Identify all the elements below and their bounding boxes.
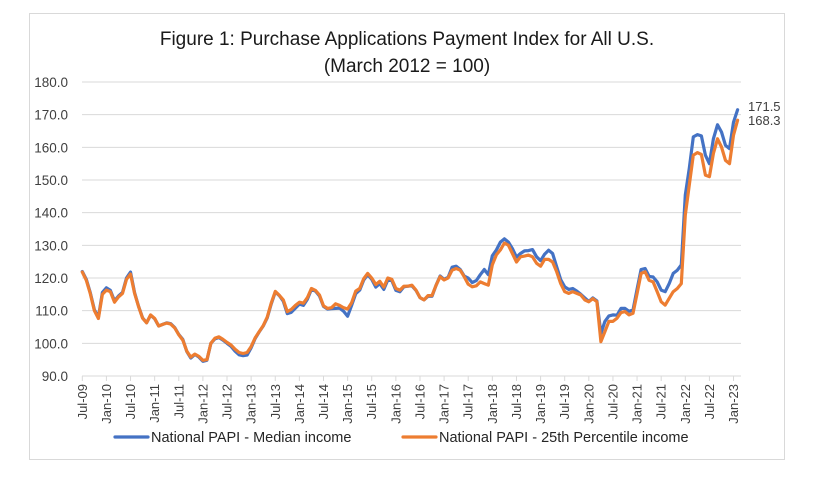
chart-title-block: Figure 1: Purchase Applications Payment … xyxy=(29,26,785,80)
x-tick-label: Jan-22 xyxy=(678,384,693,424)
y-axis: 90.0 100.0 110.0 120.0 130.0 140.0 150.0 160.0 1… xyxy=(34,75,68,384)
y-tick-label: 120.0 xyxy=(34,271,68,286)
x-tick-label: Jul-11 xyxy=(171,384,186,418)
x-tick-label: Jul-09 xyxy=(75,384,90,419)
x-tick-label: Jul-13 xyxy=(268,384,283,419)
x-tick-label: Jan-12 xyxy=(195,384,210,424)
y-tick-label: 90.0 xyxy=(42,369,68,384)
y-tick-label: 170.0 xyxy=(34,108,68,123)
y-tick-label: 150.0 xyxy=(34,173,68,188)
x-tick-label: Jan-21 xyxy=(630,384,645,424)
chart-title: Figure 1: Purchase Applications Payment … xyxy=(159,29,655,50)
x-tick-label: Jan-18 xyxy=(485,384,500,424)
x-tick-label: Jul-19 xyxy=(557,384,572,419)
x-tick-label: Jul-16 xyxy=(412,384,427,419)
x-tick-label: Jan-13 xyxy=(244,384,259,424)
x-tick-label: Jan-15 xyxy=(340,384,355,424)
gridlines xyxy=(82,81,741,344)
chart-frame xyxy=(29,13,785,460)
x-tick-label: Jan-10 xyxy=(99,384,114,424)
x-tick-label: Jul-12 xyxy=(220,384,235,419)
data-label-median-end: 171.5 xyxy=(748,99,781,114)
x-tick-label: Jul-17 xyxy=(461,384,476,419)
series-lines xyxy=(80,108,740,363)
x-tick-label: Jul-14 xyxy=(316,384,331,419)
x-tick-label: Jul-20 xyxy=(605,384,620,419)
x-tick-label: Jan-14 xyxy=(292,384,307,424)
x-tick-label: Jan-23 xyxy=(726,384,741,424)
x-tick-label: Jan-11 xyxy=(147,384,162,423)
x-tick-label: Jul-10 xyxy=(123,384,138,419)
x-tick-label: Jul-22 xyxy=(702,384,717,419)
x-tick-label: Jul-21 xyxy=(654,384,669,419)
y-tick-label: 180.0 xyxy=(34,75,68,90)
legend-label-median: National PAPI - Median income xyxy=(151,430,351,446)
y-tick-label: 140.0 xyxy=(34,206,68,221)
y-tick-label: 100.0 xyxy=(34,336,68,351)
y-tick-label: 110.0 xyxy=(35,304,68,319)
x-tick-label: Jan-16 xyxy=(388,384,403,424)
x-tick-label: Jan-17 xyxy=(437,384,452,424)
x-tick-label: Jul-18 xyxy=(509,384,524,419)
data-label-25th-end: 168.3 xyxy=(748,113,781,128)
series-line-25th-percentile xyxy=(80,118,740,362)
x-tick-label: Jul-15 xyxy=(364,384,379,419)
legend-label-25th: National PAPI - 25th Percentile income xyxy=(439,430,689,446)
x-axis: Jul-09 Jan-10 Jul-10 Jan-11 Jul-11 Jan-12 Jul-… xyxy=(75,375,741,424)
y-tick-label: 130.0 xyxy=(34,238,68,253)
chart-subtitle: (March 2012 = 100) xyxy=(323,56,491,77)
legend: National PAPI - Median income National PA… xyxy=(113,430,689,446)
x-tick-label: Jan-20 xyxy=(581,384,596,424)
x-tick-label: Jan-19 xyxy=(533,384,548,424)
y-tick-label: 160.0 xyxy=(34,140,68,155)
